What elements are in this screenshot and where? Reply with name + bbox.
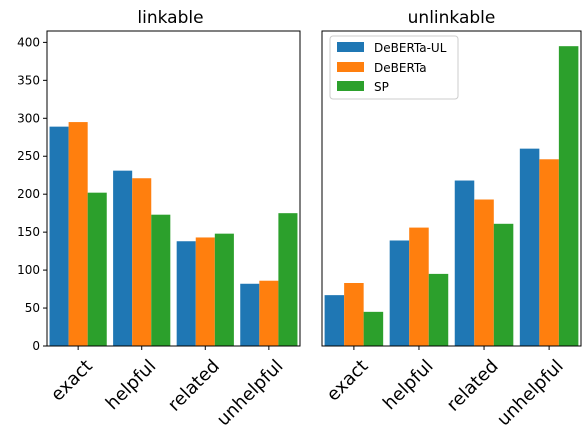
y-tick-label-350: 350 (17, 73, 40, 87)
bar-unlinkable-deberta-related (474, 199, 494, 346)
bar-unlinkable-deberta-exact (344, 283, 364, 346)
y-tick-label-300: 300 (17, 111, 40, 125)
x-tick-label-helpful: helpful (102, 356, 160, 414)
x-tick-label-unhelpful: unhelpful (213, 356, 288, 431)
x-tick-label-related: related (443, 356, 503, 416)
x-tick-label-exact: exact (323, 356, 373, 406)
bar-linkable-deberta-ul-helpful (113, 170, 133, 346)
bar-linkable-deberta-ul-unhelpful (240, 283, 260, 346)
bar-linkable-sp-related (214, 233, 234, 346)
bar-linkable-sp-unhelpful (278, 213, 298, 346)
bar-linkable-deberta-ul-related (176, 241, 196, 346)
linkable-y-axis: 0 50 100 150 200 250 300 350 400 (17, 35, 47, 353)
bar-linkable-sp-helpful (151, 214, 171, 346)
legend-label-deberta-ul: DeBERTa-UL (374, 41, 447, 55)
x-tick-label-exact: exact (47, 356, 97, 406)
bar-unlinkable-deberta-ul-exact (324, 295, 345, 346)
y-tick-label-150: 150 (17, 225, 40, 239)
linkable-title: linkable (137, 8, 203, 28)
bar-unlinkable-deberta-unhelpful (539, 159, 559, 346)
bar-linkable-deberta-ul-exact (49, 126, 69, 346)
x-tick-label-helpful: helpful (379, 356, 437, 414)
bar-linkable-deberta-helpful (132, 178, 152, 346)
y-tick-label-0: 0 (32, 339, 40, 353)
bar-linkable-deberta-exact (68, 122, 88, 346)
y-tick-label-200: 200 (17, 187, 40, 201)
linkable-panel: linkable 0 50 100 150 200 250 300 350 400 exact h… (17, 8, 301, 430)
unlinkable-bars (324, 46, 579, 347)
linkable-bars (49, 122, 298, 346)
legend-label-sp: SP (374, 80, 389, 94)
bar-unlinkable-sp-related (493, 223, 514, 346)
bar-linkable-sp-exact (87, 192, 107, 346)
x-tick-label-unhelpful: unhelpful (493, 356, 568, 431)
unlinkable-panel: unlinkable exact helpful relatedunhelpful … (321, 8, 582, 430)
legend-label-deberta: DeBERTa (374, 61, 427, 75)
legend-swatch-deberta (337, 62, 364, 72)
bar-unlinkable-sp-helpful (428, 273, 449, 346)
y-tick-label-100: 100 (17, 263, 40, 277)
bar-linkable-deberta-unhelpful (259, 280, 279, 346)
bar-unlinkable-deberta-helpful (409, 227, 429, 346)
y-tick-label-250: 250 (17, 149, 40, 163)
legend-swatch-deberta-ul (337, 42, 364, 52)
y-tick-label-400: 400 (17, 35, 40, 49)
bar-linkable-deberta-related (195, 237, 215, 346)
y-tick-label-50: 50 (25, 301, 40, 315)
legend-swatch-sp (337, 81, 364, 91)
unlinkable-title: unlinkable (408, 8, 496, 28)
linkable-plot-frame (46, 30, 301, 347)
x-tick-label-related: related (164, 356, 224, 416)
bar-unlinkable-sp-exact (363, 311, 384, 346)
bar-unlinkable-deberta-ul-helpful (389, 240, 410, 346)
bar-unlinkable-deberta-ul-unhelpful (519, 148, 540, 346)
bar-unlinkable-deberta-ul-related (454, 180, 475, 346)
unlinkable-plot-frame (321, 30, 582, 347)
bar-unlinkable-sp-unhelpful (558, 46, 579, 347)
legend: DeBERTa-UL DeBERTa SP (329, 35, 459, 100)
